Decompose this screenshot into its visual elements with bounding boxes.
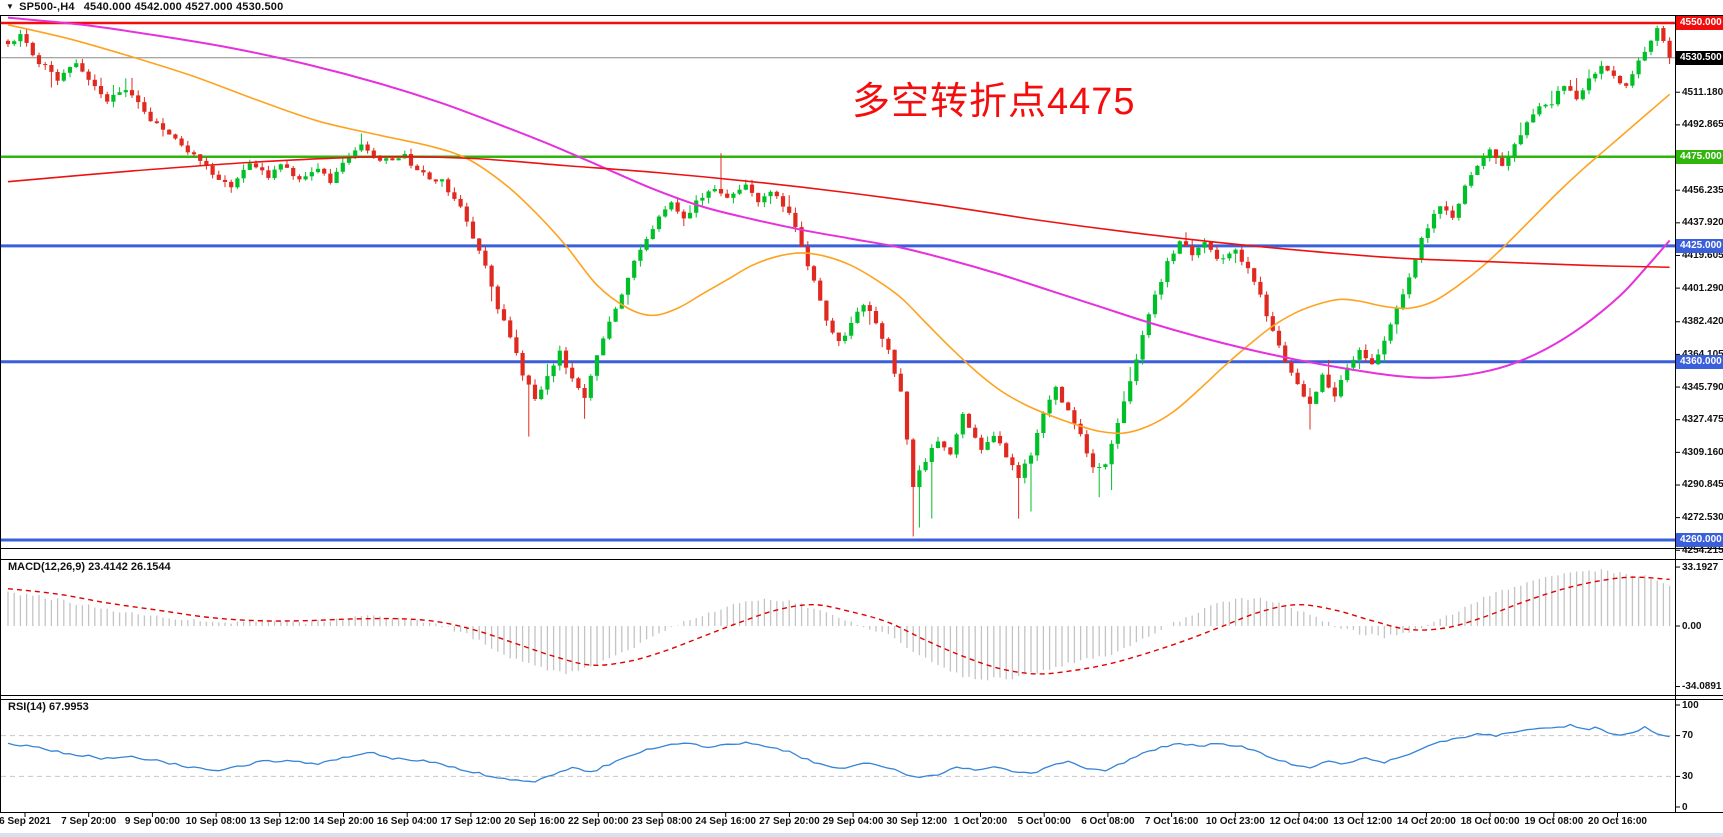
price-tick-label: 4382.420 — [1682, 316, 1723, 328]
price-tick-label: 4511.180 — [1682, 86, 1723, 98]
rsi-scale-label: 100 — [1682, 699, 1699, 711]
rsi-scale-label: 0 — [1682, 801, 1688, 813]
time-axis-label: 22 Sep 00:00 — [567, 816, 629, 827]
bottom-strip — [0, 833, 1723, 837]
price-tick-label: 4401.290 — [1682, 282, 1723, 294]
price-tick-label: 4492.865 — [1682, 119, 1723, 131]
price-tick-label: 4290.845 — [1682, 479, 1723, 491]
time-axis-label: 18 Oct 00:00 — [1460, 816, 1520, 827]
price-tick-label: 4309.160 — [1682, 446, 1723, 458]
rsi-scale-label: 70 — [1682, 730, 1694, 742]
time-axis-label: 12 Oct 04:00 — [1269, 816, 1329, 827]
macd-scale-label: -34.0891 — [1682, 681, 1722, 693]
rsi-scale-label: 30 — [1682, 770, 1694, 782]
price-level-badge: 4260.000 — [1676, 532, 1723, 547]
time-axis-label: 16 Sep 04:00 — [376, 816, 438, 827]
price-tick-label: 4254.215 — [1682, 544, 1723, 556]
time-axis-label: 13 Sep 12:00 — [249, 816, 311, 827]
time-axis-label: 6 Sep 2021 — [0, 816, 51, 827]
price-level-badge: 4360.000 — [1676, 354, 1723, 369]
macd-scale-label: 33.1927 — [1682, 561, 1719, 573]
time-axis-label: 9 Sep 00:00 — [124, 816, 180, 827]
time-axis-label: 30 Sep 12:00 — [886, 816, 948, 827]
time-axis-label: 1 Oct 20:00 — [953, 816, 1008, 827]
annotation-text: 多空转折点4475 — [852, 81, 1136, 123]
price-level-badge: 4530.500 — [1676, 50, 1723, 65]
time-axis-label: 14 Sep 20:00 — [313, 816, 374, 827]
time-axis-label: 24 Sep 16:00 — [695, 816, 756, 827]
time-axis-label: 20 Oct 16:00 — [1588, 816, 1647, 827]
time-axis-label: 10 Oct 23:00 — [1205, 816, 1265, 827]
macd-scale-label: 0.00 — [1682, 620, 1702, 632]
time-axis-label: 6 Oct 08:00 — [1081, 816, 1135, 827]
time-axis-label: 7 Oct 16:00 — [1144, 816, 1199, 827]
price-tick-label: 4345.790 — [1682, 381, 1723, 393]
price-tick-label: 4437.920 — [1682, 217, 1723, 229]
price-tick-label: 4327.475 — [1682, 414, 1723, 426]
price-tick-label: 4364.105 — [1682, 348, 1723, 361]
chart-dropdown-icon[interactable]: ▼ — [6, 2, 15, 11]
price-level-badge: 4475.000 — [1676, 149, 1723, 164]
rsi-indicator-label: RSI(14) 67.9953 — [8, 701, 89, 713]
time-axis-label: 10 Sep 08:00 — [185, 816, 247, 827]
price-tick-label: 4419.605 — [1682, 249, 1723, 261]
time-axis-label: 20 Sep 16:00 — [504, 816, 565, 827]
time-axis-label: 7 Sep 20:00 — [61, 816, 117, 827]
macd-indicator-label: MACD(12,26,9) 23.4142 26.1544 — [8, 561, 171, 573]
price-tick-label: 4272.530 — [1682, 512, 1723, 524]
chart-ohlc-values: 4540.000 4542.000 4527.000 4530.500 — [83, 1, 284, 13]
chart-title-bar: ▼ SP500-,H4 4540.000 4542.000 4527.000 453… — [6, 1, 283, 14]
chart-symbol-timeframe: SP500-,H4 — [19, 1, 75, 13]
price-tick-label: 4456.235 — [1682, 184, 1723, 196]
time-axis-label: 27 Sep 20:00 — [759, 816, 820, 827]
price-level-badge: 4425.000 — [1676, 238, 1723, 253]
time-axis-label: 13 Oct 12:00 — [1333, 816, 1393, 827]
time-axis-label: 29 Sep 04:00 — [822, 816, 884, 827]
time-axis-label: 23 Sep 08:00 — [631, 816, 693, 827]
time-axis-label: 19 Oct 08:00 — [1524, 816, 1584, 827]
time-axis-label: 5 Oct 00:00 — [1017, 816, 1071, 827]
time-axis-label: 14 Oct 20:00 — [1396, 816, 1456, 827]
time-axis-label: 17 Sep 12:00 — [440, 816, 502, 827]
price-level-badge: 4550.000 — [1676, 16, 1723, 31]
